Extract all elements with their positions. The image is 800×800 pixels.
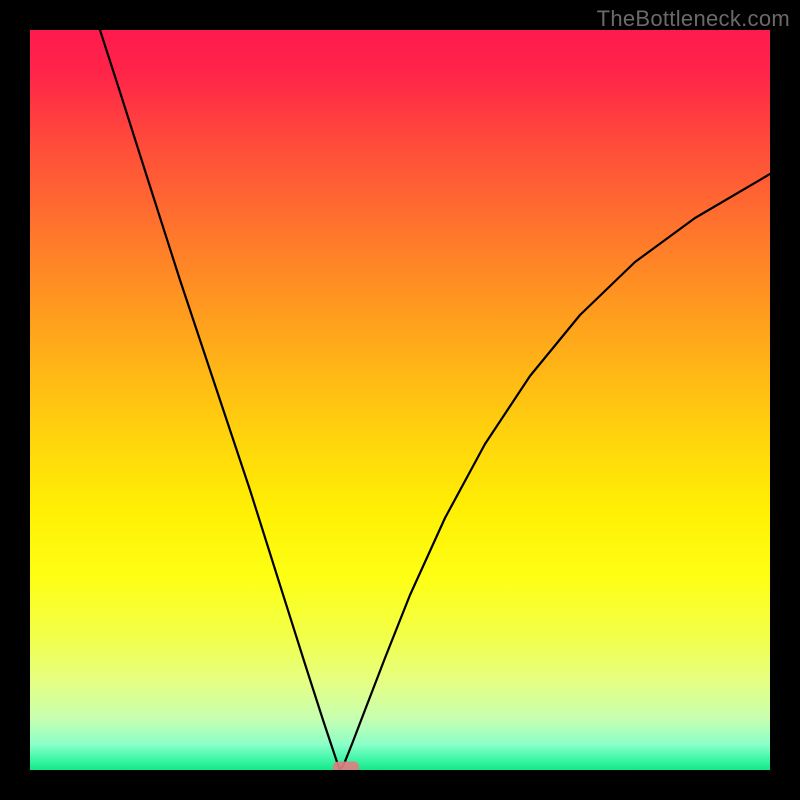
bottleneck-chart: TheBottleneck.com <box>0 0 800 800</box>
plot-background <box>30 30 770 770</box>
chart-svg <box>0 0 800 800</box>
watermark-text: TheBottleneck.com <box>597 6 790 32</box>
